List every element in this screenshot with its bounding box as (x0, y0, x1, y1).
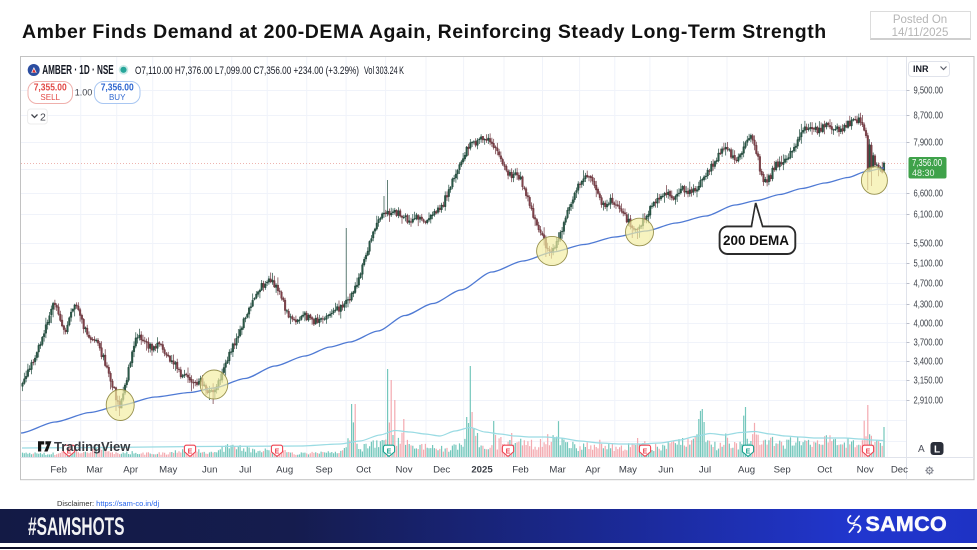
svg-text:E: E (188, 449, 193, 456)
svg-text:E: E (643, 449, 648, 456)
svg-text:Feb: Feb (512, 465, 529, 476)
svg-text:BUY: BUY (109, 93, 126, 102)
svg-text:Dec: Dec (891, 465, 908, 476)
svg-text:9,500.00: 9,500.00 (914, 85, 944, 96)
svg-text:4,000.00: 4,000.00 (914, 318, 944, 329)
svg-text:7,356.00: 7,356.00 (101, 82, 134, 94)
svg-text:E: E (387, 449, 392, 456)
svg-text:1.00: 1.00 (75, 88, 93, 98)
svg-text:7,356.00: 7,356.00 (912, 158, 942, 169)
svg-text:Vol 303.24 K: Vol 303.24 K (364, 65, 404, 77)
svg-text:5,100.00: 5,100.00 (914, 258, 944, 269)
svg-text:Dec: Dec (433, 465, 450, 476)
svg-text:Apr: Apr (123, 465, 139, 476)
svg-text:200 DEMA: 200 DEMA (723, 233, 789, 248)
svg-text:4,300.00: 4,300.00 (914, 299, 944, 310)
svg-text:Sep: Sep (774, 465, 791, 476)
svg-text:4,700.00: 4,700.00 (914, 278, 944, 289)
svg-text:7,355.00: 7,355.00 (34, 82, 67, 94)
svg-text:6,100.00: 6,100.00 (914, 209, 944, 220)
svg-text:Feb: Feb (50, 465, 67, 476)
svg-text:Oct: Oct (356, 465, 371, 476)
svg-text:Aug: Aug (738, 465, 755, 476)
svg-text:E: E (506, 449, 511, 456)
svg-text:INR: INR (913, 64, 929, 74)
svg-text:2025: 2025 (471, 465, 493, 476)
svg-text:Jun: Jun (658, 465, 673, 476)
svg-text:Mar: Mar (86, 465, 103, 476)
svg-text:48:30: 48:30 (912, 168, 935, 178)
svg-text:SELL: SELL (40, 93, 60, 102)
svg-text:E: E (67, 449, 72, 456)
svg-text:E: E (275, 449, 280, 456)
svg-text:May: May (159, 465, 177, 476)
svg-text:TradingView: TradingView (54, 439, 131, 454)
svg-text:E: E (746, 449, 751, 456)
svg-text:May: May (619, 465, 637, 476)
svg-text:Apr: Apr (585, 465, 601, 476)
svg-text:2: 2 (40, 112, 46, 124)
svg-text:Jul: Jul (239, 465, 251, 476)
svg-text:O7,110.00 H7,376.00 L7,099.00: O7,110.00 H7,376.00 L7,099.00 C7,356.00 … (135, 65, 359, 77)
svg-text:AMBER · 1D · NSE: AMBER · 1D · NSE (42, 63, 114, 77)
svg-text:Sep: Sep (316, 465, 333, 476)
svg-text:3,150.00: 3,150.00 (914, 375, 944, 386)
svg-text:Mar: Mar (549, 465, 566, 476)
svg-text:Oct: Oct (817, 465, 832, 476)
svg-text:6,600.00: 6,600.00 (914, 188, 944, 199)
svg-text:3,700.00: 3,700.00 (914, 337, 944, 348)
svg-text:L: L (934, 445, 940, 456)
svg-text:5,500.00: 5,500.00 (914, 238, 944, 249)
svg-text:E: E (866, 449, 871, 456)
svg-text:Nov: Nov (395, 465, 412, 476)
svg-text:Aug: Aug (276, 465, 293, 476)
svg-text:7,900.00: 7,900.00 (914, 137, 944, 148)
svg-text:A: A (918, 444, 925, 455)
svg-text:Nov: Nov (857, 465, 874, 476)
svg-text:3,400.00: 3,400.00 (914, 356, 944, 367)
svg-text:8,700.00: 8,700.00 (914, 110, 944, 121)
svg-text:Jul: Jul (699, 465, 711, 476)
svg-text:Jun: Jun (202, 465, 217, 476)
svg-text:2,910.00: 2,910.00 (914, 395, 944, 406)
